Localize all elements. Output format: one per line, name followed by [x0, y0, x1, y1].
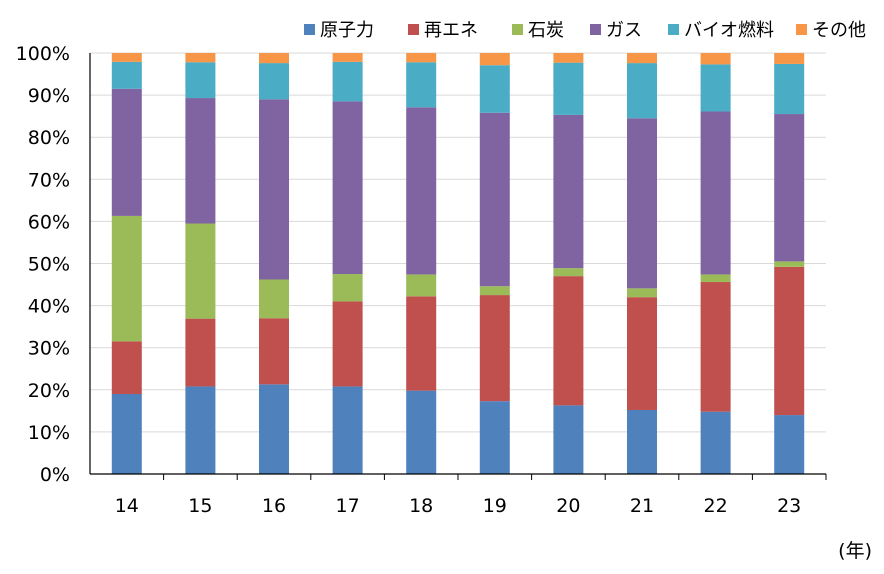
legend-label: 石炭: [528, 20, 564, 41]
bar-segment: [774, 63, 805, 115]
legend-swatch: [590, 24, 601, 35]
bar-segment: [406, 296, 437, 391]
bar-segment: [479, 65, 510, 113]
bar-segment: [185, 318, 216, 387]
bar-segment: [627, 297, 657, 411]
bar-segment: [479, 401, 510, 474]
bar-segment: [259, 53, 289, 64]
x-tick-label: 17: [336, 495, 360, 517]
bar-segment: [774, 415, 805, 474]
legend-swatch: [668, 24, 679, 35]
bar-segment: [627, 63, 657, 119]
legend-swatch: [796, 24, 807, 35]
bar-segment: [700, 411, 731, 474]
bar-segment: [553, 276, 584, 406]
legend-label: ガス: [606, 20, 642, 41]
y-tick-label: 100%: [16, 43, 70, 65]
bar-segment: [553, 405, 584, 474]
bar-segment: [406, 107, 437, 275]
bar-segment: [700, 274, 731, 283]
y-tick-label: 80%: [28, 127, 70, 149]
y-tick-label: 10%: [28, 422, 70, 444]
bar-segment: [259, 279, 289, 319]
bar-segment: [259, 318, 289, 385]
y-tick-label: 50%: [28, 254, 70, 276]
bar-segment: [774, 114, 805, 262]
bar-segment: [259, 384, 289, 474]
bar-segment: [553, 114, 584, 269]
bar-segment: [185, 62, 216, 99]
bar-segment: [406, 274, 437, 297]
bar-segment: [627, 410, 657, 474]
legend-swatch: [512, 24, 523, 35]
bar-segment: [774, 266, 805, 416]
bar-segment: [111, 215, 142, 342]
bar-segment: [700, 53, 731, 65]
legend-swatch: [304, 24, 315, 35]
bar-segment: [479, 112, 510, 287]
x-tick-label: 19: [483, 495, 507, 517]
bar-segment: [332, 101, 363, 275]
x-tick-label: 20: [556, 495, 580, 517]
x-tick-label: 21: [630, 495, 654, 517]
bar-segment: [259, 99, 289, 280]
bar-segment: [406, 53, 437, 63]
bar-segment: [700, 282, 731, 412]
y-tick-label: 40%: [28, 296, 70, 318]
bar-segment: [185, 98, 216, 224]
bar-segment: [479, 286, 510, 296]
bar-segment: [627, 118, 657, 289]
bar-segment: [479, 295, 510, 402]
bar-segment: [553, 268, 584, 277]
x-axis-unit-label: (年): [838, 540, 872, 562]
bar-segment: [111, 88, 142, 216]
bar-segment: [553, 53, 584, 63]
x-tick-label: 22: [704, 495, 728, 517]
bar-segment: [185, 53, 216, 63]
bar-segment: [479, 53, 510, 66]
bar-segment: [627, 288, 657, 298]
bar-segment: [332, 301, 363, 387]
bar-segment: [111, 53, 142, 62]
y-tick-label: 90%: [28, 85, 70, 107]
bar-segment: [185, 386, 216, 474]
x-tick-label: 18: [409, 495, 433, 517]
x-tick-label: 23: [777, 495, 801, 517]
bar-segment: [700, 111, 731, 275]
legend-label: バイオ燃料: [684, 20, 774, 41]
bar-segment: [111, 394, 142, 474]
x-tick-label: 15: [188, 495, 212, 517]
bar-segment: [332, 61, 363, 102]
y-tick-label: 0%: [40, 464, 70, 486]
bar-segment: [259, 63, 289, 100]
bar-segment: [185, 223, 216, 319]
y-tick-label: 20%: [28, 380, 70, 402]
legend: 原子力 再エネ 石炭 ガス バイオ燃料 その他: [304, 20, 866, 41]
bar-segment: [774, 53, 805, 64]
axes: 0% 10% 20% 30% 40% 50% 60% 70% 80% 90% 100% 14 15 16 1…: [16, 43, 827, 517]
legend-label: 再エネ: [424, 20, 478, 41]
legend-label: 原子力: [320, 20, 374, 41]
legend-swatch: [408, 24, 419, 35]
x-tick-label: 14: [115, 495, 139, 517]
bar-segment: [406, 390, 437, 474]
bar-segment: [111, 61, 142, 89]
bar-segment: [332, 53, 363, 62]
bars: [111, 53, 805, 474]
bar-segment: [627, 53, 657, 64]
y-tick-label: 30%: [28, 338, 70, 360]
x-tick-label: 16: [262, 495, 286, 517]
bar-segment: [774, 261, 805, 267]
bar-segment: [700, 64, 731, 112]
bar-segment: [332, 274, 363, 302]
bar-segment: [332, 386, 363, 474]
bar-segment: [553, 62, 584, 115]
legend-label: その他: [812, 20, 866, 41]
bar-segment: [406, 62, 437, 108]
y-tick-label: 70%: [28, 169, 70, 191]
y-tick-label: 60%: [28, 211, 70, 233]
bar-segment: [111, 341, 142, 395]
